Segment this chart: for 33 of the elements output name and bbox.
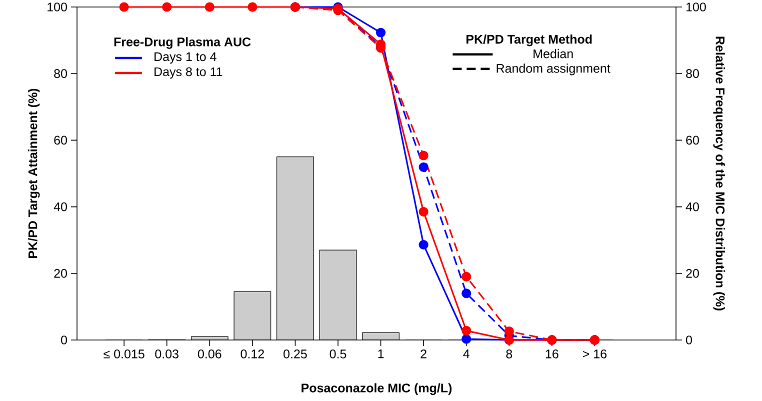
y2-tick-label: 0 [686, 336, 692, 344]
x-tick-label: ≤ 0.015 [104, 350, 144, 358]
x-tick-label: 0.5 [330, 350, 346, 358]
x-tick-label: 1 [378, 350, 384, 358]
y2-tick-label: 60 [686, 136, 699, 145]
legend-label: Days 8 to 11 [154, 67, 222, 79]
y-tick-label: 100 [48, 2, 67, 12]
y2-tick-label: 100 [686, 2, 706, 12]
y-tick-label: 80 [54, 69, 67, 78]
legend-label: Days 1 to 4 [154, 52, 216, 64]
y2-tick-label: 80 [686, 69, 699, 78]
y-tick-label: 40 [54, 202, 67, 212]
annotation: Random assignment [496, 64, 610, 76]
y-tick-label: 20 [54, 268, 67, 278]
annotation: Median [534, 49, 573, 58]
annotation: PK/PD Target Method [466, 34, 592, 46]
x-tick-label: 16 [546, 350, 558, 358]
x-axis-title: Posaconazole MIC (mg/L) [302, 383, 452, 395]
x-tick-label: > 16 [582, 350, 606, 358]
y-tick-label: 60 [54, 136, 67, 145]
x-tick-label: 0.06 [198, 350, 222, 358]
x-tick-label: 4 [463, 350, 470, 358]
x-tick-label: 0.12 [240, 350, 264, 358]
x-tick-label: 0.25 [284, 350, 307, 358]
x-tick-label: 2 [420, 350, 426, 358]
y2-tick-label: 40 [686, 202, 699, 212]
legend-title: Free-Drug Plasma AUC [114, 37, 251, 49]
y2-tick-label: 20 [686, 268, 699, 278]
y-axis-title: PK/PD Target Attainment (%) [28, 88, 40, 258]
y-tick-label: 0 [61, 336, 67, 344]
y2-axis-title: Relative Frequency of the MIC Distribution (%) [713, 36, 725, 310]
x-tick-label: 8 [506, 350, 512, 358]
x-tick-label: 0.03 [155, 350, 178, 358]
